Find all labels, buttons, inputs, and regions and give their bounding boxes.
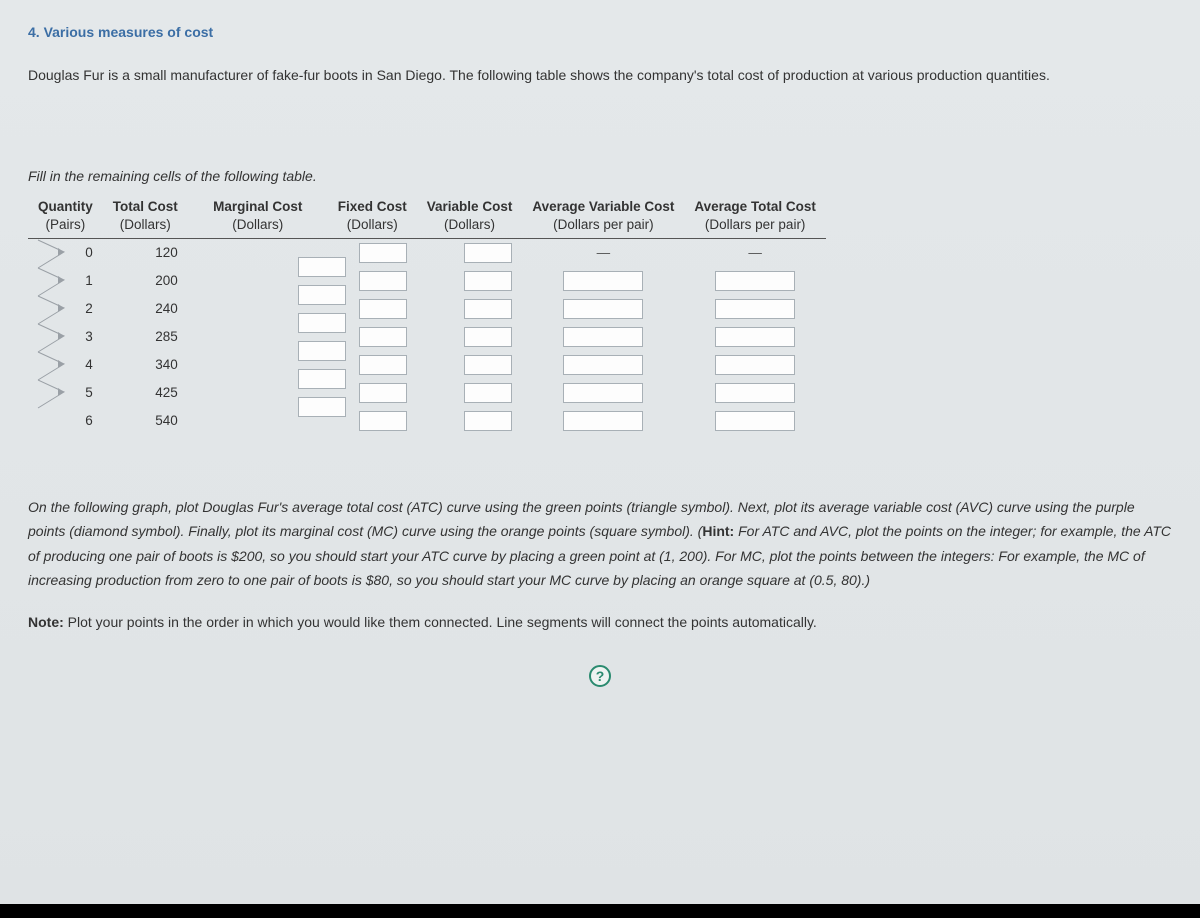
tc-cell: 540: [103, 407, 188, 435]
col-quantity: Quantity(Pairs): [28, 194, 103, 239]
dash: —: [715, 245, 795, 260]
dash: —: [563, 245, 643, 260]
col-marginal-cost: Marginal Cost(Dollars): [188, 194, 328, 239]
mc-input[interactable]: [298, 341, 346, 361]
vc-input[interactable]: [464, 383, 512, 403]
col-avc: Average Variable Cost(Dollars per pair): [522, 194, 684, 239]
tc-cell: 200: [103, 267, 188, 295]
qty-cell: 4: [28, 351, 103, 379]
qty-cell: 1: [28, 267, 103, 295]
table-row: 4340: [28, 351, 826, 379]
atc-input[interactable]: [715, 271, 795, 291]
avc-cell: [522, 351, 684, 379]
fc-input[interactable]: [359, 271, 407, 291]
avc-cell: [522, 379, 684, 407]
vc-cell: [417, 379, 523, 407]
avc-input[interactable]: [563, 327, 643, 347]
avc-input[interactable]: [563, 299, 643, 319]
avc-input[interactable]: [563, 383, 643, 403]
atc-cell: [684, 295, 826, 323]
qty-cell: 6: [28, 407, 103, 435]
vc-input[interactable]: [464, 355, 512, 375]
qty-cell: 2: [28, 295, 103, 323]
vc-cell: [417, 239, 523, 267]
col-total-cost: Total Cost(Dollars): [103, 194, 188, 239]
avc-cell: [522, 407, 684, 435]
mc-input[interactable]: [298, 285, 346, 305]
note-text: Note: Plot your points in the order in w…: [28, 611, 1172, 635]
vc-cell: [417, 267, 523, 295]
atc-input[interactable]: [715, 355, 795, 375]
vc-cell: [417, 323, 523, 351]
vc-input[interactable]: [464, 271, 512, 291]
mc-input[interactable]: [298, 313, 346, 333]
avc-input[interactable]: [563, 355, 643, 375]
fc-input[interactable]: [359, 299, 407, 319]
table-row: 6540: [28, 407, 826, 435]
question-title: 4. Various measures of cost: [28, 24, 1172, 40]
mc-input[interactable]: [298, 397, 346, 417]
vc-cell: [417, 295, 523, 323]
table-row: 1200: [28, 267, 826, 295]
cost-table: Quantity(Pairs) Total Cost(Dollars) Marg…: [28, 194, 826, 435]
avc-cell: [522, 323, 684, 351]
atc-cell: [684, 379, 826, 407]
qty-cell: 0: [28, 239, 103, 267]
fc-input[interactable]: [359, 411, 407, 431]
vc-input[interactable]: [464, 243, 512, 263]
avc-input[interactable]: [563, 271, 643, 291]
col-atc: Average Total Cost(Dollars per pair): [684, 194, 826, 239]
tc-cell: 240: [103, 295, 188, 323]
table-row: 3285: [28, 323, 826, 351]
fc-input[interactable]: [359, 383, 407, 403]
vc-input[interactable]: [464, 299, 512, 319]
avc-cell: [522, 295, 684, 323]
avc-cell: —: [522, 239, 684, 267]
vc-input[interactable]: [464, 411, 512, 431]
table-row: 0120 — —: [28, 239, 826, 267]
qty-cell: 3: [28, 323, 103, 351]
atc-cell: [684, 351, 826, 379]
atc-input[interactable]: [715, 299, 795, 319]
mc-input[interactable]: [298, 369, 346, 389]
atc-cell: [684, 407, 826, 435]
avc-input[interactable]: [563, 411, 643, 431]
tc-cell: 425: [103, 379, 188, 407]
vc-cell: [417, 351, 523, 379]
mc-cell: [188, 407, 328, 435]
help-icon[interactable]: ?: [589, 665, 611, 687]
atc-input[interactable]: [715, 383, 795, 403]
tc-cell: 120: [103, 239, 188, 267]
fc-input[interactable]: [359, 327, 407, 347]
atc-cell: [684, 323, 826, 351]
fc-input[interactable]: [359, 243, 407, 263]
vc-input[interactable]: [464, 327, 512, 347]
atc-input[interactable]: [715, 411, 795, 431]
fill-instruction: Fill in the remaining cells of the follo…: [28, 168, 1172, 184]
vc-cell: [417, 407, 523, 435]
col-variable-cost: Variable Cost(Dollars): [417, 194, 523, 239]
fc-input[interactable]: [359, 355, 407, 375]
tc-cell: 340: [103, 351, 188, 379]
table-row: 2240: [28, 295, 826, 323]
qty-cell: 5: [28, 379, 103, 407]
tc-cell: 285: [103, 323, 188, 351]
atc-input[interactable]: [715, 327, 795, 347]
atc-cell: [684, 267, 826, 295]
col-fixed-cost: Fixed Cost(Dollars): [328, 194, 417, 239]
intro-text: Douglas Fur is a small manufacturer of f…: [28, 64, 1172, 88]
atc-cell: —: [684, 239, 826, 267]
table-row: 5425: [28, 379, 826, 407]
mc-input[interactable]: [298, 257, 346, 277]
avc-cell: [522, 267, 684, 295]
graph-instruction: On the following graph, plot Douglas Fur…: [28, 495, 1172, 593]
